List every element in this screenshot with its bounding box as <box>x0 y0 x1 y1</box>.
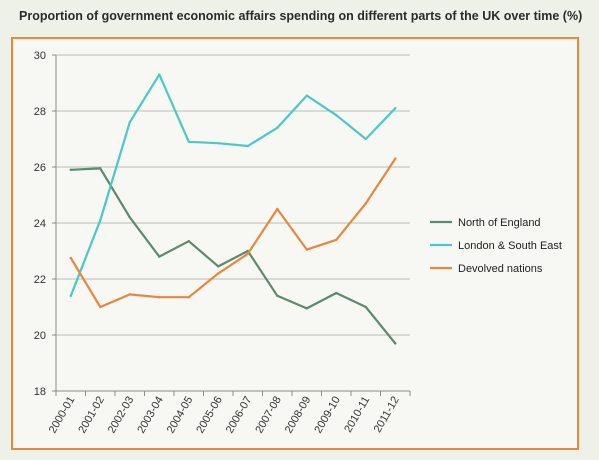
data-point <box>158 255 161 258</box>
data-point <box>187 296 190 299</box>
data-point <box>246 144 249 148</box>
data-point <box>276 126 279 129</box>
y-tick-label: 22 <box>34 274 46 286</box>
legend-label: London & South East <box>458 240 562 252</box>
data-point <box>217 265 220 268</box>
series-line-north-of-england <box>69 167 397 345</box>
data-point <box>276 207 279 211</box>
data-point <box>394 107 397 110</box>
data-point <box>364 137 367 141</box>
data-point <box>99 219 102 222</box>
data-point <box>69 168 72 171</box>
data-point <box>217 272 220 275</box>
legend-label: North of England <box>458 217 541 229</box>
data-point <box>187 240 190 243</box>
y-tick-label: 26 <box>34 162 46 174</box>
data-point <box>158 296 161 299</box>
data-point <box>305 94 308 97</box>
data-point <box>217 142 220 145</box>
data-point <box>246 252 249 255</box>
series-line-devolved-nations <box>69 157 397 309</box>
y-tick-label: 18 <box>34 386 46 398</box>
x-tick-label: 2005-06 <box>194 395 225 436</box>
x-tick-label: 2001-02 <box>76 395 107 436</box>
data-point <box>305 248 308 251</box>
x-tick-label: 2011-12 <box>372 395 402 435</box>
x-tick-label: 2007-08 <box>253 395 284 436</box>
data-point <box>187 140 190 143</box>
chart-title: Proportion of government economic affair… <box>19 9 583 23</box>
x-tick-label: 2008-09 <box>283 395 314 436</box>
data-point <box>128 121 131 124</box>
data-point <box>364 305 367 309</box>
x-tick-label: 2002-03 <box>106 395 137 436</box>
data-point <box>335 238 338 241</box>
data-point <box>276 294 279 297</box>
data-point <box>364 202 367 205</box>
x-tick-label: 2010-11 <box>342 395 372 435</box>
data-point <box>305 307 308 310</box>
x-tick-label: 2004-05 <box>165 395 196 436</box>
y-tick-label: 20 <box>34 330 46 342</box>
y-tick-label: 30 <box>34 50 46 62</box>
y-tick-label: 24 <box>34 218 46 230</box>
data-point <box>128 293 131 296</box>
chart-frame <box>11 37 579 450</box>
data-point <box>69 256 72 260</box>
x-tick-label: 2003-04 <box>135 395 166 436</box>
x-tick-label: 2006-07 <box>224 395 255 436</box>
x-tick-label: 2009-10 <box>312 395 343 436</box>
data-point <box>128 216 131 219</box>
legend-label: Devolved nations <box>458 263 543 275</box>
data-point <box>394 342 397 345</box>
data-point <box>99 305 102 309</box>
data-point <box>158 73 161 76</box>
data-point <box>335 291 338 295</box>
series-line-london-south-east <box>69 73 397 297</box>
y-tick-label: 28 <box>34 106 46 118</box>
data-point <box>69 294 72 297</box>
data-point <box>99 167 102 170</box>
data-point <box>394 157 397 160</box>
x-tick-label: 2000-01 <box>47 395 78 436</box>
data-point <box>335 114 338 117</box>
